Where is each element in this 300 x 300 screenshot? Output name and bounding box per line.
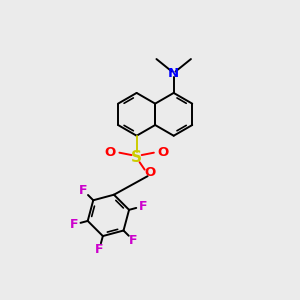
Text: S: S xyxy=(131,150,142,165)
Text: F: F xyxy=(79,184,87,197)
Text: O: O xyxy=(105,146,116,159)
Text: F: F xyxy=(70,218,78,231)
Text: O: O xyxy=(157,146,168,159)
Text: F: F xyxy=(129,234,138,247)
Text: O: O xyxy=(144,166,156,179)
Text: F: F xyxy=(139,200,147,213)
Text: N: N xyxy=(168,68,179,80)
Text: F: F xyxy=(95,243,103,256)
